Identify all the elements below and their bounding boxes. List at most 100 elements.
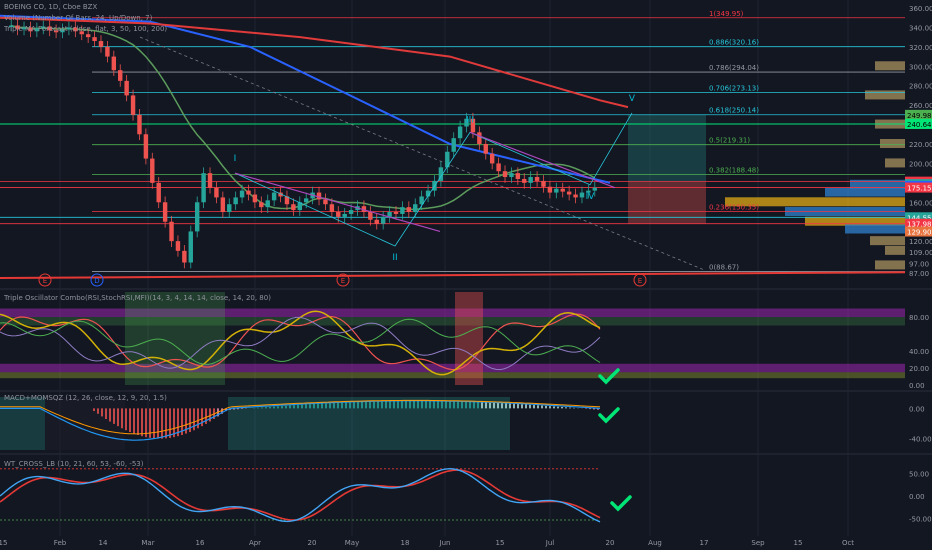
time-tick-label: Oct [842,539,854,547]
price-tick-label: 87.00 [909,270,929,278]
candle-body [522,178,527,183]
candle-body [425,190,431,197]
time-tick-label: 15 [496,539,505,547]
candle-body [413,204,418,212]
candle-body [201,173,206,203]
rsi-line [0,313,601,371]
wt-line [0,467,601,523]
candle-body [143,134,149,159]
price-axis[interactable]: 360.00 340.00 320.00 300.00 280.00 260.00 240.… [905,5,932,278]
overbought-band [0,317,905,326]
volume-profile-bar [845,224,905,234]
fibonacci-levels: 1(349.95) 0.886(320.16) 0.786(294.04) 0.706… [0,10,906,280]
candle-body [214,187,219,198]
oversold-band [0,363,905,373]
volume-profile-bar [825,187,905,197]
candle-body [85,34,91,38]
candle-body [227,204,232,212]
signal-zone [455,292,483,385]
time-tick-label: 15 [794,539,803,547]
volume-profile-bar [865,90,905,100]
volume-profile-bar [725,197,905,207]
event-marker-label: E [638,277,642,285]
candle-body [162,202,168,222]
candle-body [586,190,591,193]
candle-body [496,163,501,172]
price-tick-label: 97.00 [909,260,929,268]
candle-body [47,26,52,31]
candle-body [233,197,238,205]
candle-body [194,202,200,232]
legend-volume[interactable]: Volume (Number Of Bars, 24, Up/Down, 7) [4,14,153,22]
squeeze-zone [45,397,125,450]
candle-body [368,212,373,220]
candle-body [118,70,123,81]
wave-label: II [392,253,397,263]
macd-tick-label: 0.00 [909,405,925,413]
candle-body [259,202,264,208]
price-tick-label: 340.00 [909,24,932,32]
volume-profile-bar [875,260,905,270]
candle-body [188,231,193,263]
volume-profile-bar [885,158,905,168]
candle-body [34,28,40,32]
fib-label: 1(349.95) [709,10,744,18]
candle-body [239,190,245,198]
wavetrend-panel: 50.00 0.00 -50.00 [0,368,932,524]
candle-body [579,192,585,198]
volume-profile-bar [805,216,905,226]
candle-body [41,26,46,29]
candle-body [53,30,59,33]
candle-body [393,212,399,214]
candles[interactable] [9,19,597,269]
candle-body [130,95,136,115]
channel-line [234,172,441,233]
candle-body [445,151,450,168]
legend-wavetrend[interactable]: WT_CROSS_LB (10, 21, 60, 53, -60, -53) [4,460,144,468]
candle-body [438,167,444,181]
price-tick-label: 280.00 [909,83,932,91]
legend-symbol[interactable]: BOEING CO, 1D, Cboe BZX [4,3,98,11]
candle-body [79,31,84,35]
price-tag [905,212,932,223]
moving-averages [0,14,629,211]
candle-body [175,241,181,251]
candle-body [252,194,258,203]
fib-label: 0.706(273.13) [709,84,759,92]
price-tag-label: 240.64 [907,121,932,129]
legend-macd[interactable]: MACD+MOMSQZ (12, 26, close, 12, 9, 20, 1… [4,394,167,402]
wave-label: III [466,115,474,125]
time-tick-label: May [345,539,359,547]
volume-profile-bar [880,139,905,148]
candle-body [111,56,117,71]
time-axis[interactable]: 15 Feb 14 Mar 16 Apr 20 May 18 Jun 15 Jul 20 Aug 17 Sep… [0,539,854,547]
ma-slow-line [0,16,629,109]
legend-oscillator[interactable]: Triple Oscillator Combo(RSI,StochRSI,MFI… [4,294,271,302]
time-tick-label: Apr [249,539,261,547]
macd-line [0,400,601,441]
event-marker [38,273,52,287]
candle-body [9,25,14,27]
volume-profile-bar [850,179,905,189]
price-tick-label: 320.00 [909,44,932,52]
candle-body [92,37,97,42]
price-tick-label: 160.00 [909,199,932,207]
candle-body [348,210,354,214]
wave-path [234,112,633,247]
candle-body [207,173,213,188]
candle-body [470,118,476,133]
wave-label: V [629,94,636,104]
legend-triple-ma[interactable]: Triple MA Forecast (close, flat, 3, 50, … [4,25,168,33]
candle-body [304,198,309,203]
fib-label: 0.886(320.16) [709,39,759,47]
osc-tick-label: 40.00 [909,348,929,356]
candle-body [105,46,110,57]
candle-body [515,173,521,179]
price-tag [905,218,932,229]
candle-body [361,206,367,212]
time-tick-label: 14 [99,539,108,547]
wt-tick-label: 50.00 [909,470,929,478]
wt-signal-line [0,469,601,521]
